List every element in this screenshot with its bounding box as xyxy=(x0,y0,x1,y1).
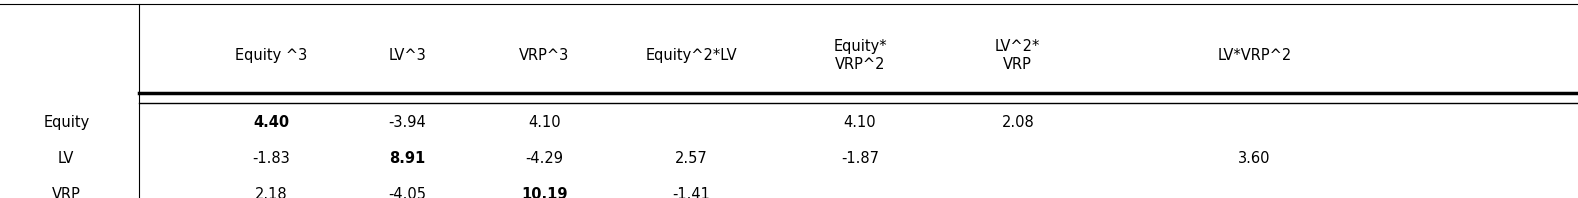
Text: -1.83: -1.83 xyxy=(252,151,290,166)
Text: LV^3: LV^3 xyxy=(388,48,426,63)
Text: -4.29: -4.29 xyxy=(525,151,563,166)
Text: -1.41: -1.41 xyxy=(672,187,710,198)
Text: 3.60: 3.60 xyxy=(1239,151,1270,166)
Text: -1.87: -1.87 xyxy=(841,151,879,166)
Text: -4.05: -4.05 xyxy=(388,187,426,198)
Text: LV*VRP^2: LV*VRP^2 xyxy=(1217,48,1292,63)
Text: 2.57: 2.57 xyxy=(675,151,707,166)
Text: 4.10: 4.10 xyxy=(844,115,876,130)
Text: Equity ^3: Equity ^3 xyxy=(235,48,308,63)
Text: 8.91: 8.91 xyxy=(390,151,424,166)
Text: 10.19: 10.19 xyxy=(521,187,568,198)
Text: 4.10: 4.10 xyxy=(529,115,560,130)
Text: VRP: VRP xyxy=(52,187,80,198)
Text: -3.94: -3.94 xyxy=(388,115,426,130)
Text: Equity^2*LV: Equity^2*LV xyxy=(645,48,737,63)
Text: VRP^3: VRP^3 xyxy=(519,48,570,63)
Text: 4.40: 4.40 xyxy=(254,115,289,130)
Text: 2.08: 2.08 xyxy=(1002,115,1034,130)
Text: Equity: Equity xyxy=(43,115,90,130)
Text: LV^2*
VRP: LV^2* VRP xyxy=(996,39,1040,72)
Text: LV: LV xyxy=(58,151,74,166)
Text: Equity*
VRP^2: Equity* VRP^2 xyxy=(833,39,887,72)
Text: 2.18: 2.18 xyxy=(256,187,287,198)
